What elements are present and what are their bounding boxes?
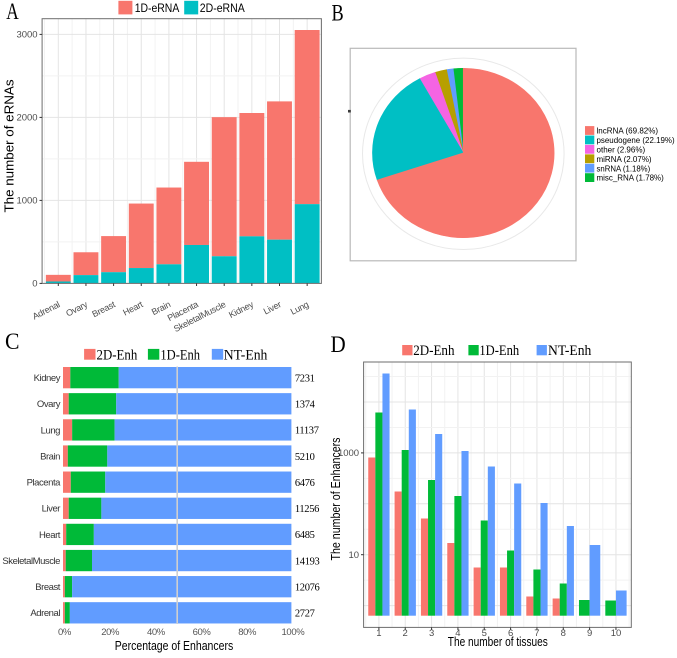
svg-text:5: 5	[482, 628, 487, 639]
svg-text:0%: 0%	[58, 627, 72, 638]
svg-text:Heart: Heart	[39, 530, 61, 541]
svg-text:2D-Enh: 2D-Enh	[413, 343, 455, 359]
svg-text:Lung: Lung	[41, 425, 61, 436]
svg-text:2727: 2727	[295, 609, 315, 620]
svg-text:Percentage of Enhancers: Percentage of Enhancers	[115, 639, 233, 653]
svg-text:11256: 11256	[295, 504, 319, 515]
svg-text:3: 3	[429, 628, 434, 639]
svg-text:7231: 7231	[295, 373, 315, 384]
svg-text:1D-Enh: 1D-Enh	[479, 343, 519, 359]
svg-text:10: 10	[611, 628, 622, 639]
svg-text:1D-Enh: 1D-Enh	[160, 347, 200, 363]
svg-text:100%: 100%	[282, 627, 306, 638]
svg-text:other (2.96%): other (2.96%)	[597, 144, 646, 154]
svg-text:2D-Enh: 2D-Enh	[97, 347, 138, 363]
svg-text:NT-Enh: NT-Enh	[224, 347, 268, 363]
svg-text:20%: 20%	[101, 627, 120, 638]
svg-text:4: 4	[455, 628, 460, 639]
svg-text:snRNA (1.18%): snRNA (1.18%)	[597, 163, 651, 173]
svg-text:80%: 80%	[238, 627, 257, 638]
svg-text:0: 0	[32, 279, 37, 290]
svg-text:60%: 60%	[193, 627, 212, 638]
svg-text:Breast: Breast	[35, 582, 61, 593]
svg-text:1D-eRNA: 1D-eRNA	[135, 1, 180, 15]
svg-text:A: A	[6, 0, 19, 24]
svg-text:6: 6	[508, 628, 513, 639]
svg-text:NT-Enh: NT-Enh	[548, 343, 592, 359]
svg-text:10: 10	[349, 550, 360, 561]
svg-text:misc_RNA (1.78%): misc_RNA (1.78%)	[597, 173, 664, 183]
svg-text:D: D	[331, 332, 346, 357]
svg-text:1000: 1000	[16, 196, 37, 207]
svg-text:1000: 1000	[338, 448, 359, 459]
svg-text:1: 1	[376, 628, 381, 639]
svg-text:12076: 12076	[295, 583, 320, 594]
svg-text:1374: 1374	[295, 400, 316, 411]
svg-text:40%: 40%	[147, 627, 166, 638]
svg-text:2: 2	[403, 628, 408, 639]
svg-text:6476: 6476	[295, 478, 315, 489]
svg-text:Ovary: Ovary	[37, 399, 61, 410]
svg-text:2000: 2000	[16, 113, 37, 124]
svg-text:8: 8	[561, 628, 566, 639]
svg-text:miRNA (2.07%): miRNA (2.07%)	[597, 154, 652, 164]
svg-text:14193: 14193	[295, 556, 320, 567]
svg-text:2D-eRNA: 2D-eRNA	[200, 1, 245, 15]
svg-text:3000: 3000	[16, 30, 37, 41]
svg-text:Liver: Liver	[42, 504, 61, 515]
svg-text:Adrenal: Adrenal	[30, 608, 60, 619]
svg-text:5210: 5210	[295, 452, 315, 463]
svg-text:The number of Enhancers: The number of Enhancers	[329, 438, 343, 561]
svg-text:Kidney: Kidney	[34, 373, 61, 384]
svg-text:C: C	[5, 329, 20, 354]
svg-text:Brain: Brain	[40, 451, 60, 462]
svg-text:The number of eRNAs: The number of eRNAs	[3, 80, 17, 213]
svg-text:pseudogene (22.19%): pseudogene (22.19%)	[597, 135, 675, 145]
svg-text:lncRNA (69.82%): lncRNA (69.82%)	[597, 126, 659, 136]
svg-text:The number of tissues: The number of tissues	[448, 635, 548, 649]
svg-text:9: 9	[587, 628, 592, 639]
svg-text:7: 7	[534, 628, 539, 639]
svg-text:SkeletalMuscle: SkeletalMuscle	[2, 556, 60, 567]
svg-text:6485: 6485	[295, 530, 315, 541]
svg-text:11137: 11137	[295, 426, 319, 437]
svg-text:Placenta: Placenta	[27, 478, 62, 489]
svg-text:B: B	[332, 0, 344, 25]
